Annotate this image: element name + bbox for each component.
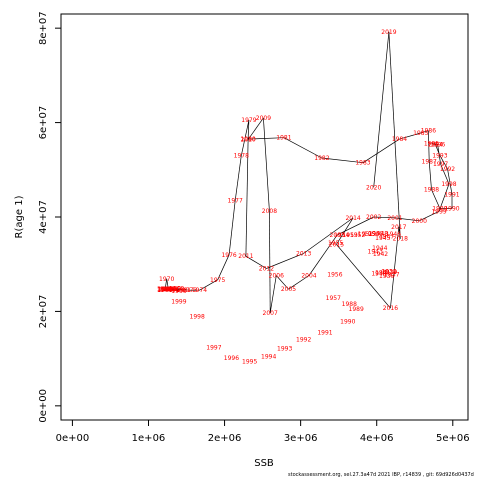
y-tick-label: 4e+07 [38, 200, 49, 234]
point-label: 1988 [424, 187, 439, 194]
point-label: 1993 [277, 346, 292, 353]
point-label: 1975 [210, 277, 225, 284]
point-label: 2008 [262, 208, 277, 215]
y-tick-label: 2e+07 [38, 295, 49, 329]
point-label: 1977 [228, 198, 243, 205]
x-axis-label: SSB [254, 458, 274, 469]
point-label: 2000 [412, 218, 427, 225]
point-label: 1993 [432, 153, 447, 160]
point-label: 2010 [240, 137, 255, 144]
point-label: 2011 [238, 253, 253, 260]
footer-note: stockassessment.org, sel.27.3a47d 2021 I… [288, 472, 478, 480]
point-label: 1989 [349, 306, 364, 313]
x-tick-label: 2e+06 [208, 433, 242, 444]
y-tick-label: 6e+07 [38, 106, 49, 140]
point-label: 2017 [391, 224, 406, 231]
point-label: 2007 [263, 310, 278, 317]
point-label: 1942 [373, 251, 388, 258]
point-label: 1976 [221, 252, 236, 259]
x-tick-label: 4e+06 [360, 433, 394, 444]
point-label: 1984 [392, 136, 407, 143]
x-tick-label: 5e+06 [436, 433, 470, 444]
point-label: 1998 [441, 181, 456, 188]
point-label: 1998 [190, 314, 205, 321]
point-label: 1957 [326, 295, 341, 302]
point-label: 2001 [387, 215, 402, 222]
point-label: 1983 [355, 160, 370, 167]
point-label: 1991 [317, 330, 332, 337]
x-tick-label: 3e+06 [284, 433, 318, 444]
point-label: 2002 [366, 214, 381, 221]
point-label: 2009 [256, 115, 271, 122]
point-label: 1972 [164, 286, 179, 293]
point-label: 2014 [345, 215, 360, 222]
y-tick-label: 0e+00 [38, 389, 49, 423]
point-label: 2006 [269, 273, 284, 280]
point-label: 1979 [241, 117, 256, 124]
point-label: 1999 [171, 299, 186, 306]
point-label: 2012 [259, 266, 274, 273]
x-tick-label: 1e+06 [132, 433, 166, 444]
point-label: 1970 [159, 276, 174, 283]
point-label: 1997 [433, 161, 448, 168]
point-label: 1982 [314, 155, 329, 162]
point-label: 1995 [242, 359, 257, 366]
point-label: 2019 [381, 29, 396, 36]
point-label: 1936 [379, 273, 394, 280]
point-label: 1997 [206, 344, 221, 351]
point-label: 1990 [340, 318, 355, 325]
point-label: 1996 [224, 355, 239, 362]
point-label: 1999 [431, 208, 446, 215]
point-label: 1956 [327, 272, 342, 279]
y-axis-label: R(age 1) [14, 195, 25, 238]
point-label: 2004 [301, 273, 316, 280]
y-tick-label: 8e+07 [38, 11, 49, 45]
point-label: 1992 [296, 337, 311, 344]
point-label: 1978 [234, 153, 249, 160]
point-label: 1996 [430, 141, 445, 148]
point-label: 2013 [296, 250, 311, 257]
point-label: 2016 [383, 305, 398, 312]
point-label: 1974 [192, 287, 207, 294]
point-label: 1945 [375, 235, 390, 242]
point-label: 1991 [444, 191, 459, 198]
x-tick-label: 0e+00 [56, 433, 90, 444]
point-label: 1986 [421, 128, 436, 135]
point-label: 2005 [281, 286, 296, 293]
point-label: 1955 [328, 240, 343, 247]
point-label: 1994 [261, 354, 276, 361]
point-label: 1981 [276, 135, 291, 142]
point-label: 2020 [366, 184, 381, 191]
